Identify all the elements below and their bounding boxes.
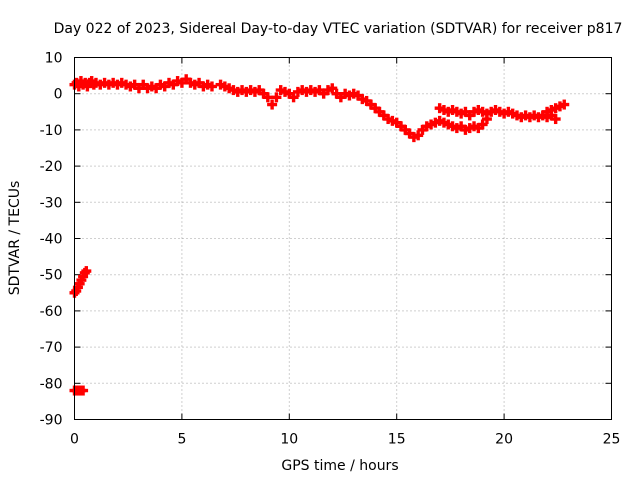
chart-title: Day 022 of 2023, Sidereal Day-to-day VTE… — [54, 21, 623, 37]
y-axis-label: SDTVAR / TECUs — [7, 181, 23, 296]
y-tick-label: -40 — [40, 232, 63, 248]
y-tick-label: -50 — [40, 268, 63, 284]
data-point — [267, 99, 278, 110]
y-tick-label: -10 — [40, 123, 63, 139]
data-point — [288, 92, 299, 103]
data-point — [327, 83, 338, 94]
y-tick-label: -30 — [40, 195, 63, 211]
x-tick-label: 5 — [177, 432, 186, 448]
x-axis-label: GPS time / hours — [281, 458, 398, 474]
data-point — [271, 92, 282, 103]
data-point — [413, 130, 424, 141]
x-tick-label: 0 — [70, 432, 79, 448]
x-tick-label: 20 — [495, 432, 513, 448]
data-point — [262, 92, 273, 103]
tick-labels: 0 5 10 15 20 25 10 0 -10 -20 -30 -40 -50 -60 -70 -80 -90 — [40, 51, 621, 448]
data-point — [78, 385, 89, 396]
x-tick-label: 15 — [388, 432, 406, 448]
data-point — [477, 119, 488, 130]
data-point — [206, 81, 217, 92]
y-tick-label: -60 — [40, 304, 63, 320]
grid-lines — [74, 57, 612, 420]
x-tick-label: 25 — [603, 432, 621, 448]
y-tick-label: 0 — [54, 87, 63, 103]
y-tick-label: -20 — [40, 159, 63, 175]
y-tick-label: -90 — [40, 413, 63, 429]
plot-frame — [74, 57, 612, 420]
data-point — [81, 266, 92, 277]
y-tick-label: 10 — [45, 51, 63, 67]
y-tick-label: -80 — [40, 376, 63, 392]
y-tick-label: -70 — [40, 340, 63, 356]
x-tick-label: 10 — [280, 432, 298, 448]
data-point — [559, 99, 570, 110]
data-points — [69, 74, 570, 396]
data-point — [550, 114, 561, 125]
